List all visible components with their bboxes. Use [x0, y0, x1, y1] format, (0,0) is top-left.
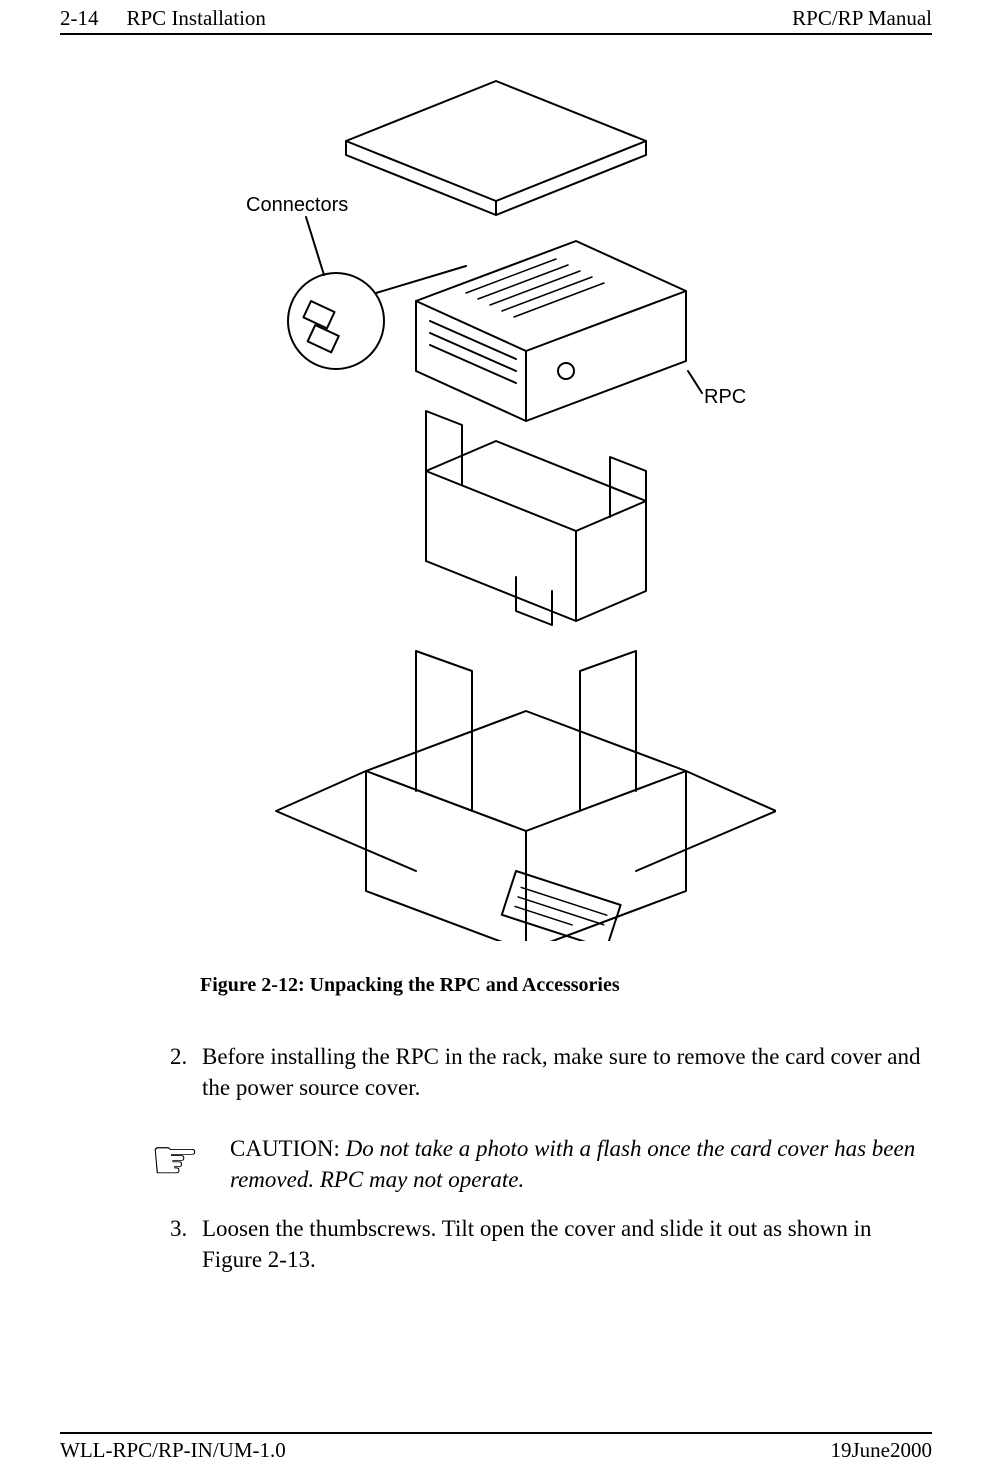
page-header: 2-14 RPC Installation RPC/RP Manual	[60, 0, 932, 31]
lid-shape	[346, 81, 646, 215]
page-footer: WLL-RPC/RP-IN/UM-1.0 19June2000	[60, 1432, 932, 1463]
doc-date: 19June2000	[831, 1438, 933, 1463]
step-2-text: Before installing the RPC in the rack, m…	[202, 1041, 922, 1103]
rpc-leader	[688, 371, 702, 393]
step-2: 2. Before installing the RPC in the rack…	[170, 1041, 922, 1103]
header-rule	[60, 33, 932, 35]
section-title: RPC Installation	[127, 6, 266, 31]
page: 2-14 RPC Installation RPC/RP Manual	[0, 0, 992, 1481]
rpc-label: RPC	[704, 386, 746, 408]
caution: ☞ CAUTION: Do not take a photo with a fl…	[170, 1133, 922, 1195]
header-left: 2-14 RPC Installation	[60, 6, 266, 31]
step-3: 3. Loosen the thumbscrews. Tilt open the…	[170, 1213, 922, 1275]
pointing-hand-icon: ☞	[120, 1133, 230, 1189]
connectors-label: Connectors	[246, 194, 348, 216]
caution-text: CAUTION: Do not take a photo with a flas…	[230, 1133, 922, 1195]
body-text: 2. Before installing the RPC in the rack…	[60, 1041, 932, 1275]
carton	[276, 651, 776, 941]
caution-label: CAUTION:	[230, 1136, 340, 1161]
page-number: 2-14	[60, 6, 99, 31]
figure-caption: Figure 2-12: Unpacking the RPC and Acces…	[60, 974, 932, 997]
connectors-leader	[306, 217, 324, 275]
doc-id: WLL-RPC/RP-IN/UM-1.0	[60, 1438, 286, 1463]
manual-title: RPC/RP Manual	[792, 6, 932, 31]
figure: Connectors	[60, 71, 932, 997]
connectors-callout	[288, 266, 466, 369]
step-2-number: 2.	[170, 1041, 202, 1103]
step-3-number: 3.	[170, 1213, 202, 1275]
step-3-text: Loosen the thumbscrews. Tilt open the co…	[202, 1213, 922, 1275]
footer-rule	[60, 1432, 932, 1434]
unpacking-diagram: Connectors	[216, 71, 776, 941]
foam-tray	[426, 411, 646, 625]
